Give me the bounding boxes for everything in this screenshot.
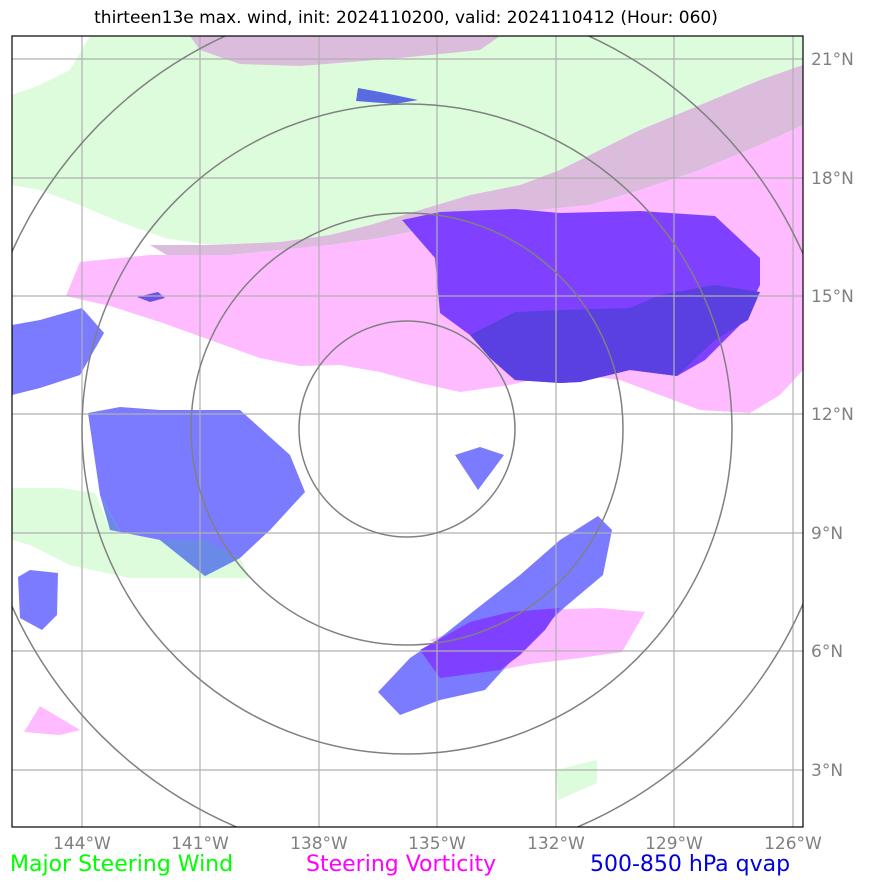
qvap-dark-core bbox=[470, 285, 760, 383]
lat-label: 21°N bbox=[811, 50, 854, 70]
lon-label: 135°W bbox=[408, 834, 466, 854]
lat-label: 18°N bbox=[811, 169, 854, 189]
lat-label: 9°N bbox=[811, 524, 843, 544]
lon-label: 141°W bbox=[171, 834, 229, 854]
legend-steering-wind: Major Steering Wind bbox=[10, 852, 234, 877]
qvap-area-central-west bbox=[88, 407, 305, 576]
qvap-vorticity-south bbox=[420, 608, 560, 678]
lat-label: 3°N bbox=[811, 761, 843, 781]
legend-steering-vorticity: Steering Vorticity bbox=[306, 852, 497, 877]
legend-qvap: 500-850 hPa qvap bbox=[590, 852, 791, 877]
steering-wind-area-south bbox=[556, 760, 597, 800]
lat-label: 15°N bbox=[811, 287, 854, 307]
lon-label: 144°W bbox=[53, 834, 111, 854]
lon-label: 126°W bbox=[764, 834, 822, 854]
steering-vorticity-southwest bbox=[24, 706, 80, 735]
longitude-labels: 144°W 141°W 138°W 135°W 132°W 129°W 126°… bbox=[53, 834, 822, 854]
qvap-streak-north bbox=[356, 88, 418, 104]
lat-label: 12°N bbox=[811, 405, 854, 425]
latitude-labels: 21°N 18°N 15°N 12°N 9°N 6°N 3°N bbox=[811, 50, 854, 781]
steering-wind-area-north bbox=[12, 36, 803, 245]
lat-label: 6°N bbox=[811, 642, 843, 662]
lon-label: 129°W bbox=[645, 834, 703, 854]
map-title: thirteen13e max. wind, init: 2024110200,… bbox=[94, 8, 718, 28]
qvap-small-west bbox=[137, 292, 165, 302]
qvap-area-southwest bbox=[18, 570, 58, 630]
plot-frame bbox=[11, 35, 804, 828]
range-rings bbox=[12, 36, 803, 827]
lon-label: 132°W bbox=[527, 834, 585, 854]
qvap-wind-overlap bbox=[100, 495, 240, 576]
qvap-area-center bbox=[455, 447, 504, 490]
lon-label: 138°W bbox=[290, 834, 348, 854]
qvap-area-west-edge bbox=[12, 308, 104, 395]
